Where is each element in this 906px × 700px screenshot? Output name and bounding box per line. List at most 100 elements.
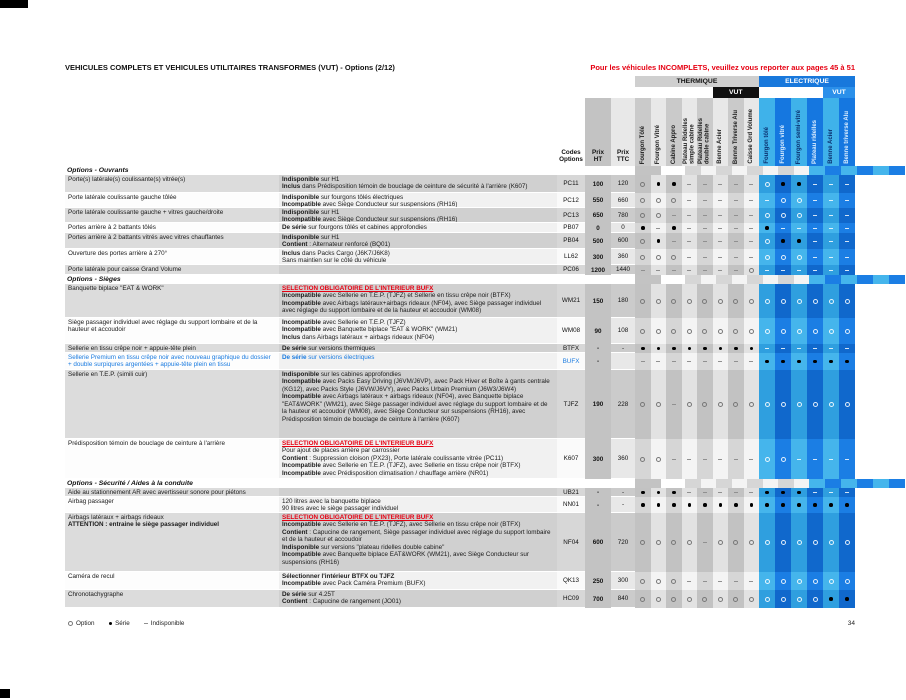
availability-cell-electrique [775,488,791,497]
col-header-thermique: Plateau Ridelles simple cabine [681,98,697,166]
availability-cell-thermique [666,353,682,370]
availability-cell-electrique [807,344,823,353]
option-label-line: Aide au stationnement AR avec avertisseu… [68,489,246,496]
option-note-line: Contient : Alternateur renforcé (BQ01) [282,241,391,249]
legend: Option Série Indisponible [68,620,184,627]
option-label: Prédisposition témoin de bouclage de cei… [65,439,279,479]
availability-cell-thermique [650,513,666,572]
option-row-WM21: Banquette biplace "EAT & WORK" SELECTION … [65,284,855,318]
availability-cell-thermique [728,439,744,479]
availability-cell-thermique [681,513,697,572]
availability-cell-thermique [635,513,651,572]
availability-cell-thermique [681,344,697,353]
availability-cell-electrique [839,233,855,249]
availability-cell-thermique [635,318,651,344]
availability-cell-thermique [650,353,666,370]
price-ttc: 1440 [611,265,635,275]
availability-cell-electrique [823,344,839,353]
availability-cell-thermique [712,233,728,249]
price-ht: 550 [585,193,611,208]
availability-cell-thermique [635,249,651,265]
availability-cell-electrique [807,284,823,318]
availability-cell-thermique [728,265,744,275]
col-header-thermique: Fourgon Tôlé [635,98,651,166]
option-label: Banquette biplace "EAT & WORK" [65,284,279,318]
availability-cell-electrique [775,344,791,353]
availability-cell-thermique [681,223,697,233]
availability-cell-electrique [823,175,839,193]
availability-cell-electrique [775,175,791,193]
price-ht: 1200 [585,265,611,275]
availability-cell-thermique [650,265,666,275]
col-header-electrique: Benne Acier [823,98,839,166]
option-code: BUFX [557,353,585,370]
option-circle-icon [68,621,73,626]
availability-cell-thermique [728,344,744,353]
availability-cell-electrique [823,497,839,513]
availability-cell-electrique [839,193,855,208]
legend-indisponible: Indisponible [143,620,184,627]
price-ht: 190 [585,370,611,439]
availability-cell-electrique [839,208,855,223]
section-heading-row: Options - Sièges [65,275,905,284]
availability-cell-electrique [839,175,855,193]
availability-cell-thermique [650,233,666,249]
availability-cell-electrique [839,344,855,353]
availability-cell-thermique [635,265,651,275]
availability-cell-thermique [635,233,651,249]
availability-cell-electrique [791,497,807,513]
availability-cell-thermique [666,249,682,265]
option-note-line: Incompatible avec Packs Easy Driving (J6… [282,378,550,393]
option-note-line: Incompatible avec Prédisposition climati… [282,469,489,477]
availability-cell-electrique [807,488,823,497]
availability-cell-thermique [712,284,728,318]
legend-option: Option [68,620,95,627]
availability-cell-thermique [666,265,682,275]
availability-cell-thermique [681,208,697,223]
option-code: PC12 [557,193,585,208]
col-header-thermique: Benne Triverse Alu [728,98,744,166]
availability-cell-thermique [635,284,651,318]
option-label-line: Portes arrière à 2 battants vitrés avec … [68,234,224,241]
availability-cell-thermique [635,208,651,223]
availability-cell-electrique [759,513,775,572]
availability-cell-electrique [791,513,807,572]
availability-cell-electrique [839,439,855,479]
availability-cell-thermique [728,590,744,608]
group-thermique: THERMIQUE [635,76,759,87]
option-label: Ouverture des portes arrière à 270° [65,249,279,265]
availability-cell-thermique [712,370,728,439]
incomplete-vehicles-notice: Pour les véhicules INCOMPLETS, veuillez … [590,63,855,72]
availability-cell-electrique [759,284,775,318]
option-label: Chronotachygraphe [65,590,279,608]
availability-cell-thermique [728,249,744,265]
availability-cell-electrique [775,497,791,513]
option-label: Airbag passager [65,497,279,513]
option-code: K607 [557,439,585,479]
option-note: De série sur fourgons tôlés et cabines a… [279,223,557,233]
availability-cell-electrique [807,353,823,370]
availability-cell-electrique [759,370,775,439]
availability-cell-thermique [743,370,759,439]
option-row-PC11: Porte(s) latérale(s) coulissante(s) vitr… [65,175,855,193]
availability-cell-thermique [743,249,759,265]
option-note [279,488,557,497]
availability-cell-electrique [775,193,791,208]
availability-cell-electrique [839,353,855,370]
availability-cell-thermique [712,344,728,353]
price-ttc: 360 [611,249,635,265]
availability-cell-electrique [775,249,791,265]
availability-cell-thermique [650,344,666,353]
option-code: HC09 [557,590,585,608]
option-label: Airbags latéraux + airbags rideaux ATTENT… [65,513,279,572]
option-row-BTFX: Sellerie en tissu crêpe noir + appuie-tê… [65,344,855,353]
availability-cell-thermique [743,344,759,353]
availability-cell-thermique [712,590,728,608]
option-note: De série sur versions électriques [279,353,557,370]
availability-cell-thermique [743,513,759,572]
col-header-thermique: Fourgon Vitré [650,98,666,166]
availability-cell-thermique [743,193,759,208]
option-note: 120 litres avec la banquette biplace 90 l… [279,497,557,513]
availability-cell-thermique [728,318,744,344]
table-body: Options - Ouvrants Porte(s) latérale(s) c… [65,166,905,608]
